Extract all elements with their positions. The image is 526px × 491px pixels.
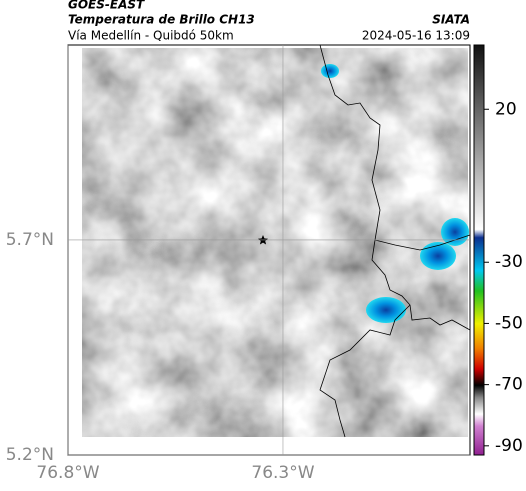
axes: 76.8°W 76.3°W 5.2°N 5.7°N 20 -30 -50 -70 -90 [6, 45, 523, 483]
cold-cloud [366, 297, 406, 323]
y-tick-label: 5.2°N [6, 445, 54, 465]
datetime: 2024-05-16 13:09 [362, 29, 470, 43]
y-tick-label: 5.7°N [6, 230, 54, 250]
product: GOES-EAST [68, 0, 145, 12]
cold-cloud [420, 242, 456, 270]
colorbar-tick-label: -30 [495, 252, 523, 272]
colorbar-tick-label: 20 [495, 99, 517, 119]
cold-cloud [441, 218, 469, 246]
boundary [374, 234, 471, 251]
colorbar-tick-label: -70 [495, 375, 523, 395]
x-tick-label: 76.3°W [251, 463, 314, 483]
brightness-image [82, 48, 468, 437]
subtitle: Vía Medellín - Quibdó 50km [68, 29, 234, 43]
colorbar [473, 44, 485, 456]
x-tick-label: 76.8°W [36, 463, 99, 483]
colorbar-tick-label: -50 [495, 313, 523, 333]
boundary [319, 304, 411, 438]
source: SIATA [432, 13, 470, 27]
cold-cloud [321, 64, 339, 78]
map [67, 44, 471, 456]
colorbar-tick-label: -90 [495, 436, 523, 456]
title: Temperatura de Brillo CH13 [68, 13, 255, 27]
